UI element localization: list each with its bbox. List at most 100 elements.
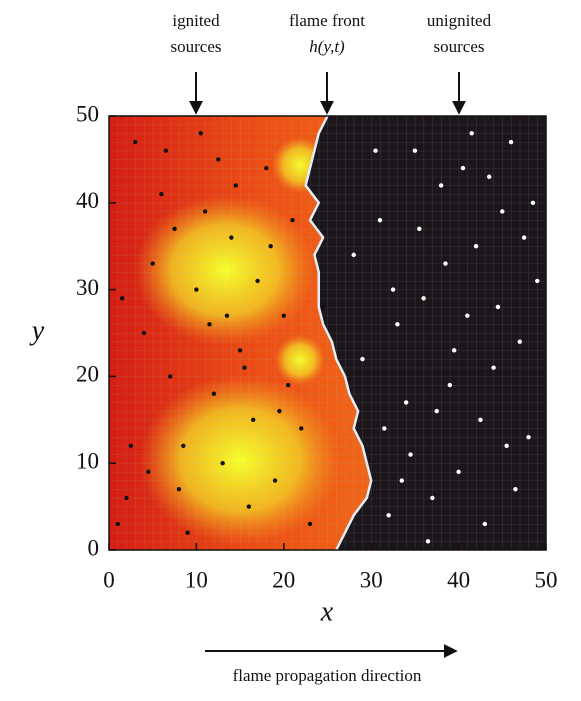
source-point bbox=[421, 296, 426, 301]
source-point bbox=[216, 157, 221, 162]
plot bbox=[115, 115, 540, 551]
source-point bbox=[373, 148, 378, 153]
source-point bbox=[224, 313, 230, 318]
source-point bbox=[399, 478, 404, 483]
source-point bbox=[395, 322, 400, 327]
source-point bbox=[320, 304, 326, 310]
source-point bbox=[281, 313, 286, 318]
source-point bbox=[482, 521, 488, 527]
source-point bbox=[229, 235, 234, 240]
source-point bbox=[133, 139, 138, 145]
source-point bbox=[163, 148, 169, 153]
source-point bbox=[403, 400, 409, 405]
source-point bbox=[242, 365, 247, 370]
flame-front bbox=[304, 115, 373, 551]
source-point bbox=[146, 469, 151, 475]
source-point bbox=[508, 139, 514, 145]
direction-label: flame propagation direction bbox=[233, 666, 422, 685]
source-point bbox=[360, 356, 365, 362]
annotation: flame front bbox=[289, 11, 365, 30]
source-point bbox=[504, 443, 509, 449]
x-tick-label: 20 bbox=[272, 567, 295, 592]
x-tick-label: 50 bbox=[535, 567, 558, 592]
source-point bbox=[150, 261, 155, 266]
source-point bbox=[386, 513, 391, 518]
source-point bbox=[119, 296, 125, 301]
source-point bbox=[128, 443, 134, 449]
source-point bbox=[469, 131, 474, 136]
source-point bbox=[382, 426, 387, 431]
source-point bbox=[456, 469, 461, 475]
source-point bbox=[198, 131, 203, 136]
source-point bbox=[478, 417, 483, 422]
source-point bbox=[521, 235, 527, 240]
annotation: sources bbox=[434, 37, 485, 56]
source-point bbox=[264, 165, 269, 171]
source-point bbox=[500, 209, 505, 214]
source-point bbox=[185, 530, 190, 535]
x-axis-label: x bbox=[320, 596, 334, 627]
source-point bbox=[412, 148, 418, 153]
source-point bbox=[220, 461, 225, 466]
source-point bbox=[167, 374, 173, 379]
source-point bbox=[526, 434, 531, 440]
source-point bbox=[452, 348, 457, 353]
source-point bbox=[141, 330, 147, 336]
source-point bbox=[408, 452, 413, 457]
source-point bbox=[390, 287, 396, 292]
annotation: ignited bbox=[172, 11, 220, 30]
source-point bbox=[237, 348, 243, 353]
source-point bbox=[460, 165, 466, 171]
y-tick-label: 10 bbox=[76, 448, 99, 473]
source-point bbox=[172, 226, 177, 232]
source-point bbox=[181, 443, 186, 449]
x-tick-label: 40 bbox=[447, 567, 470, 592]
source-point bbox=[351, 252, 356, 258]
source-point bbox=[285, 382, 291, 388]
source-point bbox=[246, 504, 252, 509]
source-point bbox=[438, 183, 444, 188]
source-point bbox=[491, 365, 496, 370]
source-point bbox=[299, 426, 304, 431]
source-point bbox=[430, 495, 435, 501]
source-point bbox=[211, 391, 217, 396]
source-point bbox=[159, 191, 164, 197]
y-axis-label: y bbox=[29, 315, 45, 346]
x-tick-label: 0 bbox=[103, 567, 115, 592]
source-point bbox=[307, 521, 313, 527]
source-point bbox=[447, 382, 453, 388]
source-point bbox=[268, 244, 273, 249]
source-point bbox=[465, 313, 470, 318]
source-point bbox=[486, 174, 492, 179]
frame bbox=[108, 115, 547, 551]
source-point bbox=[194, 287, 199, 292]
source-point bbox=[417, 226, 422, 232]
source-point bbox=[443, 261, 448, 266]
source-point bbox=[495, 304, 501, 310]
y-tick-label: 50 bbox=[76, 101, 99, 126]
source-point bbox=[176, 487, 182, 492]
source-point bbox=[425, 539, 431, 544]
source-point bbox=[251, 417, 256, 422]
y-tick-label: 40 bbox=[76, 188, 99, 213]
source-point bbox=[473, 244, 479, 249]
source-point bbox=[535, 278, 540, 284]
source-point bbox=[115, 521, 120, 527]
annotation: unignited bbox=[427, 11, 492, 30]
source-point bbox=[202, 209, 208, 214]
source-point bbox=[124, 495, 129, 501]
source-point bbox=[377, 217, 383, 223]
source-point bbox=[513, 487, 518, 492]
y-tick-label: 20 bbox=[76, 362, 99, 387]
y-tick-label: 0 bbox=[88, 535, 100, 560]
source-point bbox=[272, 478, 278, 483]
source-point bbox=[530, 200, 536, 205]
source-point bbox=[233, 183, 238, 188]
source-point bbox=[434, 408, 439, 414]
source-point bbox=[517, 339, 522, 344]
source-point bbox=[277, 408, 282, 414]
x-tick-label: 30 bbox=[360, 567, 383, 592]
source-point bbox=[255, 278, 260, 284]
x-tick-label: 10 bbox=[185, 567, 208, 592]
